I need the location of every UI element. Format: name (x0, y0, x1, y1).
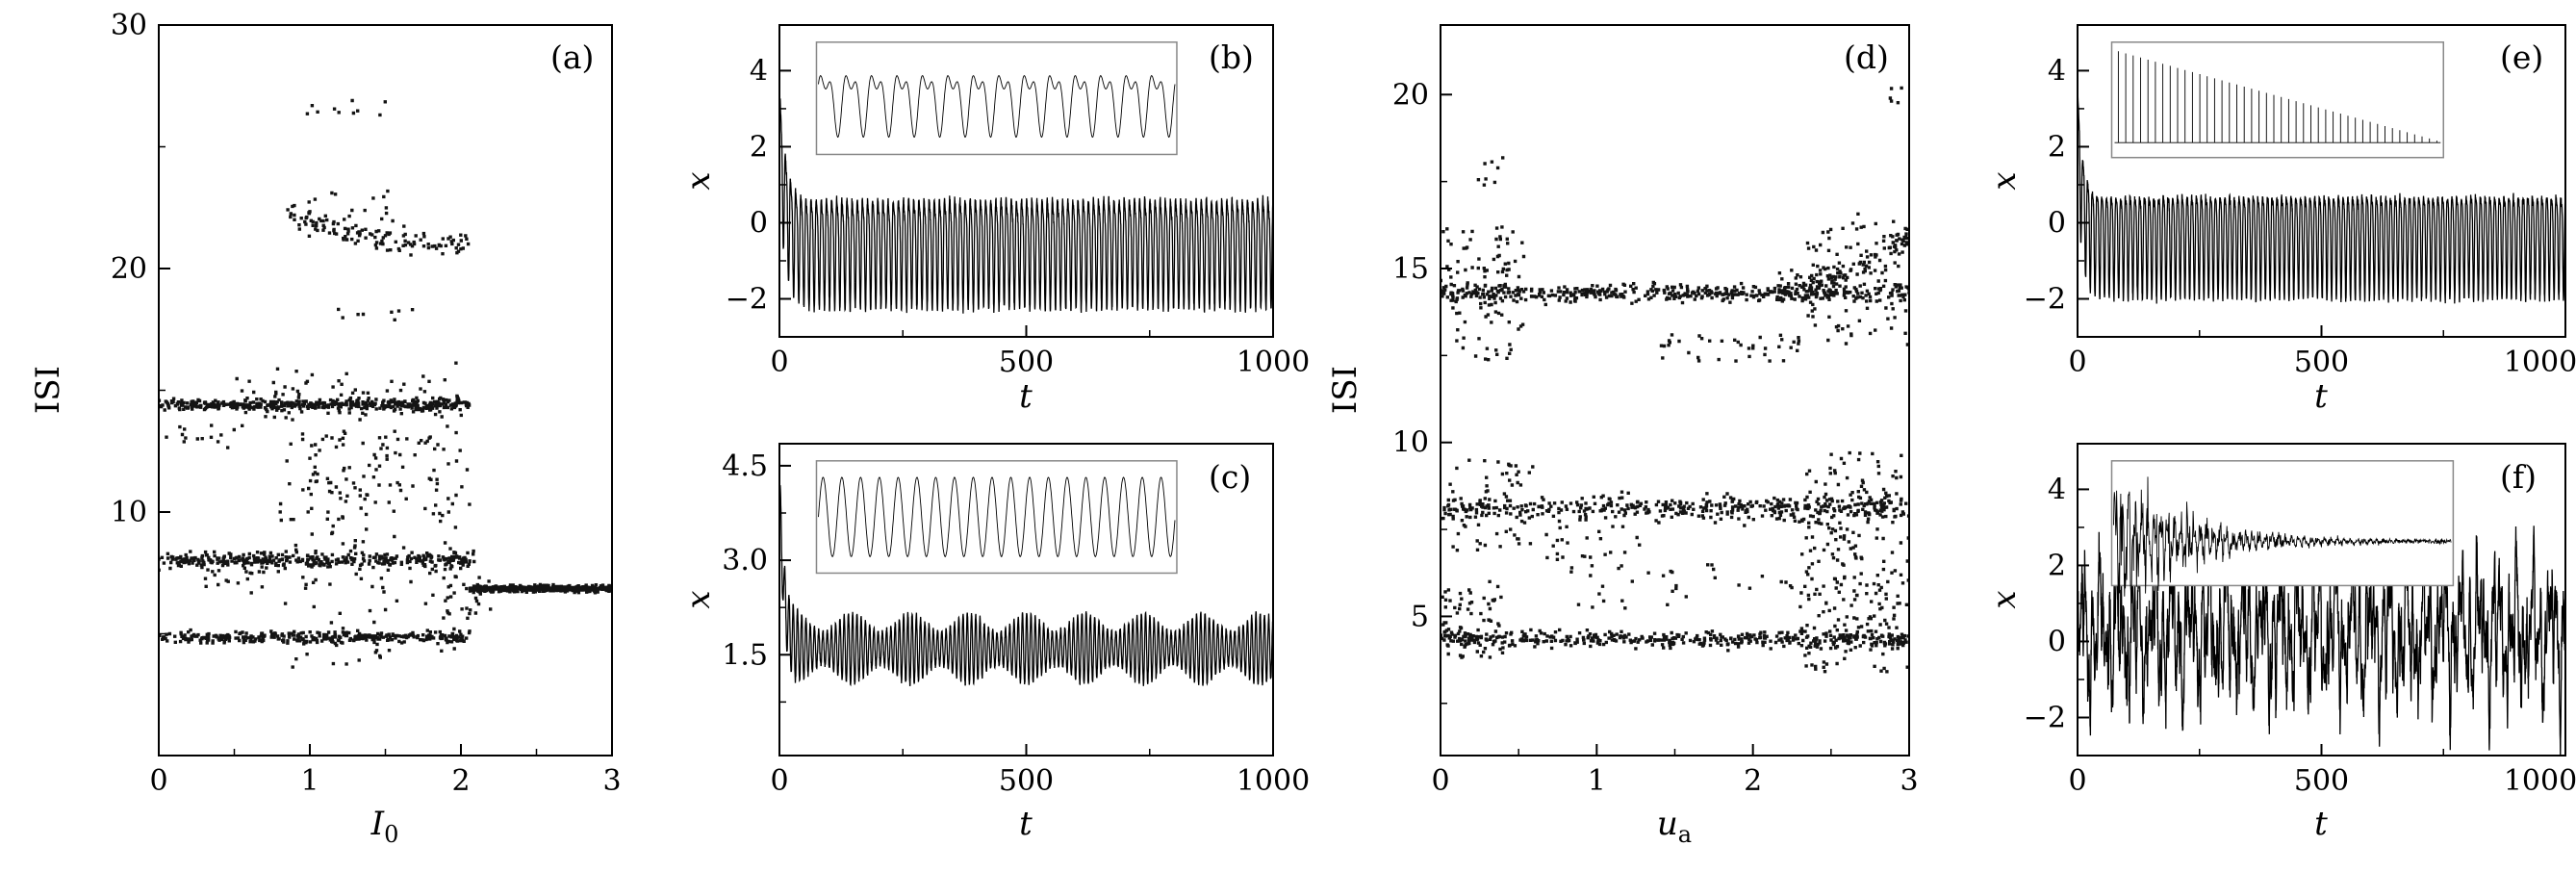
y-tick-label: 4 (2048, 473, 2066, 506)
y-tick-label: 4 (750, 54, 768, 88)
ticks: 0 1 2 3 5 10 15 20 (1392, 78, 1919, 798)
signal-trace (779, 484, 1273, 687)
inset-frame (815, 41, 1178, 156)
y-tick-label: 2 (750, 130, 768, 164)
axes-frame (158, 24, 613, 757)
panel-e-label: (e) (2500, 38, 2544, 76)
signal-trace (779, 98, 1273, 314)
y-tick-label: −2 (2024, 701, 2066, 734)
y-tick-label: 2 (2048, 549, 2066, 582)
inset-trace (2113, 476, 2452, 629)
panel-a-label: (a) (550, 38, 595, 76)
panel-a-plot: 0 1 2 3 10 20 30 (111, 9, 622, 798)
y-tick-label: 30 (111, 9, 147, 42)
x-tick-label: 500 (999, 764, 1054, 798)
panel-f-label: (f) (2500, 458, 2537, 496)
y-tick-label: 10 (111, 496, 147, 529)
panel-d-label: (d) (1844, 38, 1889, 76)
x-tick-label: 2 (451, 764, 470, 798)
x-tick-label: 1 (300, 764, 319, 798)
panel-e-xlabel-main: t (2314, 377, 2328, 416)
x-tick-label: 1000 (1237, 346, 1310, 379)
x-tick-label: 500 (2294, 346, 2349, 379)
signal-trace (2078, 517, 2565, 756)
y-tick-label: 10 (1392, 426, 1429, 460)
x-tick-label: 0 (2068, 346, 2086, 379)
inset-f (2110, 460, 2455, 629)
inset-e (2110, 41, 2444, 159)
panel-c-ylabel: x (679, 590, 718, 609)
panel-b-xlabel-main: t (1019, 377, 1033, 416)
y-tick-label: 20 (111, 252, 147, 286)
y-tick-label: −2 (2024, 282, 2066, 316)
y-tick-label: 1.5 (722, 638, 768, 672)
x-tick-label: 0 (770, 764, 788, 798)
x-tick-label: 2 (1744, 764, 1762, 798)
panel-d-xlabel: ua (1657, 805, 1692, 848)
x-tick-label: 0 (770, 346, 788, 379)
y-tick-label: 20 (1392, 78, 1429, 112)
x-tick-label: 500 (2294, 764, 2349, 798)
x-tick-label: 0 (149, 764, 167, 798)
panel-d-xlabel-sub: a (1677, 820, 1693, 848)
x-tick-label: 1000 (2504, 764, 2576, 798)
panel-c-label: (c) (1209, 458, 1252, 496)
inset-trace (818, 75, 1176, 139)
ticks: 0 1 2 3 10 20 30 (111, 9, 622, 798)
inset-c (815, 460, 1178, 575)
panel-f-xlabel-main: t (2314, 805, 2328, 843)
x-tick-label: 3 (602, 764, 621, 798)
x-tick-label: 0 (2068, 764, 2086, 798)
y-tick-label: 15 (1392, 252, 1429, 286)
panel-a-xlabel: I0 (371, 805, 399, 848)
panel-d-xlabel-main: u (1656, 805, 1678, 843)
x-tick-label: 0 (1431, 764, 1449, 798)
x-tick-label: 3 (1900, 764, 1918, 798)
panel-a-xlabel-sub: 0 (384, 820, 399, 848)
panel-a-xlabel-main: I (370, 805, 385, 843)
x-tick-label: 1000 (1237, 764, 1310, 798)
signal-trace (2078, 92, 2565, 304)
panel-f-ylabel: x (1985, 590, 2024, 609)
y-tick-label: 4 (2048, 54, 2066, 88)
inset-trace (818, 476, 1176, 558)
panel-d-ylabel: ISI (1326, 365, 1365, 415)
y-tick-label: 2 (2048, 130, 2066, 164)
y-tick-label: −2 (726, 282, 768, 316)
scatter-points (159, 98, 612, 669)
y-tick-label: 0 (2048, 625, 2066, 658)
panel-e-xlabel: t (2314, 377, 2328, 421)
panel-f-xlabel: t (2314, 805, 2328, 848)
y-tick-label: 4.5 (722, 449, 768, 483)
panel-b-ylabel: x (679, 171, 718, 191)
inset-frame (2110, 41, 2444, 159)
x-tick-label: 500 (999, 346, 1054, 379)
panel-a-ylabel: ISI (29, 365, 67, 415)
x-tick-label: 1 (1588, 764, 1606, 798)
y-tick-label: 0 (2048, 206, 2066, 240)
panel-c-plot: 0 500 1000 1.5 3.0 4.5 (722, 443, 1310, 798)
panel-c-xlabel: t (1019, 805, 1033, 848)
x-tick-label: 1000 (2504, 346, 2576, 379)
y-tick-label: 0 (750, 206, 768, 240)
panel-b-xlabel: t (1019, 377, 1033, 421)
ticks: 0 500 1000 1.5 3.0 4.5 (722, 449, 1310, 798)
panel-d-plot: 0 1 2 3 5 10 15 20 (1392, 24, 1919, 798)
scatter-points (1441, 86, 1909, 674)
y-tick-label: 3.0 (722, 544, 768, 577)
panel-c-xlabel-main: t (1019, 805, 1033, 843)
inset-b (815, 41, 1178, 156)
panel-b-label: (b) (1209, 38, 1254, 76)
panel-e-ylabel: x (1985, 171, 2024, 191)
y-tick-label: 5 (1411, 600, 1429, 633)
inset-trace (2114, 51, 2441, 143)
